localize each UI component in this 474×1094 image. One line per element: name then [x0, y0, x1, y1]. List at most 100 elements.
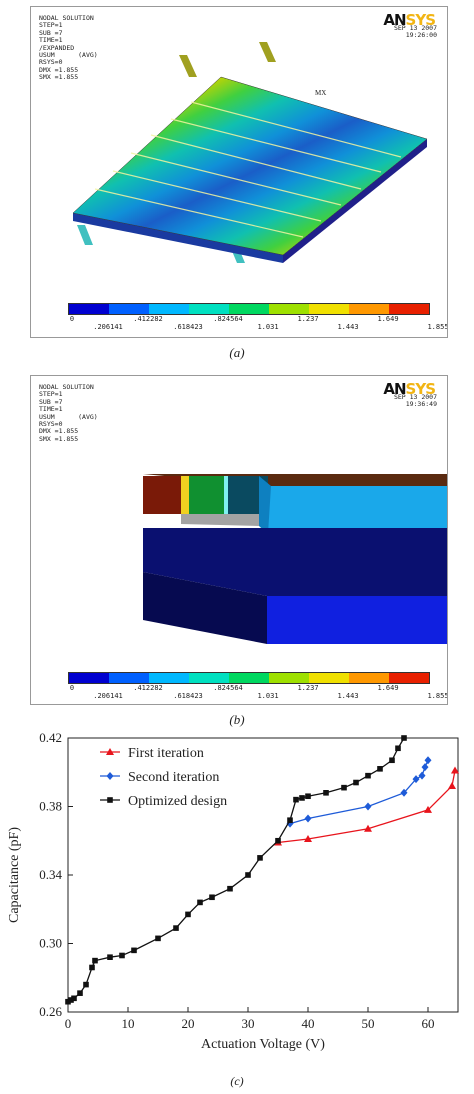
- legend-tick-label: .206141: [93, 323, 123, 331]
- legend-marker: [107, 797, 113, 803]
- data-point: [245, 872, 251, 878]
- legend-entry: First iteration: [128, 746, 204, 761]
- membrane-cyan-band: [224, 476, 228, 514]
- info-line: USUM (AVG): [39, 412, 98, 421]
- time-a: 19:26:00: [405, 31, 437, 40]
- x-tick-label: 20: [182, 1016, 195, 1031]
- legend-tick-label: .824564: [213, 315, 243, 323]
- legend-swatch: [269, 673, 309, 683]
- date-a: SEP 13 2007: [393, 24, 437, 32]
- legend-tick-label: 1.649: [377, 684, 399, 692]
- chart-axes: 0 10 20 30 40 50 60 0.26 0.30 0.34 0.38 0.42 Actuati…: [7, 730, 459, 1052]
- chart-legend: First iteration Second iteration Optimized…: [100, 746, 227, 809]
- ansys-logo-b: ANSYS: [383, 380, 436, 398]
- legend-tick-label: 1.237: [297, 315, 319, 323]
- legend-tick-label: .412282: [133, 315, 163, 323]
- data-point: [412, 775, 420, 784]
- legend-tick-label: 1.031: [257, 692, 279, 700]
- info-line: RSYS=0: [39, 58, 63, 67]
- x-axis-title: Actuation Voltage (V): [201, 1037, 325, 1052]
- legend-swatch: [69, 673, 109, 683]
- y-tick-label: 0.42: [39, 730, 62, 745]
- time-b: 19:36:49: [405, 400, 437, 409]
- mx-marker: MX: [315, 89, 326, 97]
- figure-panel-b: NODAL SOLUTION STEP=1 SUB =7 TIME=1 USUM (AV…: [30, 375, 448, 705]
- legend-tick-label: 1.855: [427, 323, 448, 331]
- deformed-plate-model: MX: [72, 42, 428, 263]
- air-gap: [181, 514, 259, 526]
- legend-tick-label: 1.649: [377, 315, 399, 323]
- legend-swatch: [349, 673, 389, 683]
- info-line: SUB =7: [39, 397, 63, 406]
- legend-swatch: [149, 304, 189, 314]
- legend-tick-label: 1.237: [297, 684, 319, 692]
- contour-ticks-b: 0 .412282 .824564 1.237 1.649 .206141 .618423 1…: [61, 684, 447, 702]
- date-b: SEP 13 2007: [393, 393, 437, 401]
- plate-top-surface: [72, 76, 428, 256]
- data-point: [418, 771, 426, 780]
- legend-entry: Optimized design: [128, 794, 227, 809]
- capacitance-chart: 0 10 20 30 40 50 60 0.26 0.30 0.34 0.38 0.42 Actuati…: [7, 730, 459, 1052]
- info-line: USUM (AVG): [39, 51, 98, 60]
- legend-swatch: [189, 673, 229, 683]
- contour-ticks-a: 0 .412282 .824564 1.237 1.649 .206141 .618423 1…: [61, 315, 447, 333]
- x-tick-label: 60: [422, 1016, 435, 1031]
- info-line: STEP=1: [39, 390, 63, 399]
- data-point: [400, 788, 408, 797]
- data-point: [119, 952, 125, 959]
- legend-swatch: [309, 673, 349, 683]
- info-line: NODAL SOLUTION: [39, 383, 94, 391]
- timestamp-b: SEP 13 2007 19:36:49: [393, 393, 437, 409]
- ansys-logo-a: ANSYS: [383, 11, 436, 29]
- legend-swatch: [389, 304, 429, 314]
- info-line: TIME=1: [39, 36, 63, 45]
- solution-info-a: NODAL SOLUTION STEP=1 SUB =7 TIME=1/EXPANDE…: [39, 14, 98, 82]
- data-point: [107, 954, 113, 960]
- data-point: [275, 837, 281, 844]
- caption-a: (a): [229, 345, 245, 360]
- data-point: [155, 935, 161, 942]
- figure-panel-a: NODAL SOLUTION STEP=1 SUB =7 TIME=1/EXPANDE…: [30, 6, 448, 338]
- data-point: [83, 981, 89, 988]
- legend-swatch: [189, 304, 229, 314]
- legend-entry: Second iteration: [128, 770, 219, 785]
- x-tick-label: 0: [65, 1016, 72, 1031]
- x-tick-label: 30: [242, 1016, 255, 1031]
- legend-tick-label: 1.855: [427, 692, 448, 700]
- y-tick-label: 0.38: [39, 799, 62, 814]
- substrate-top: [143, 528, 447, 596]
- legend-tick-label: .618423: [173, 323, 203, 331]
- caption-c: (c): [230, 1074, 244, 1088]
- data-point: [209, 894, 215, 901]
- x-tick-label: 40: [302, 1016, 315, 1031]
- data-point: [131, 947, 137, 954]
- data-point: [304, 814, 312, 823]
- legend-swatch: [389, 673, 429, 683]
- info-line: TIME=1: [39, 405, 63, 414]
- info-line: /EXPANDED: [39, 43, 75, 52]
- y-tick-label: 0.30: [39, 936, 62, 951]
- data-point: [173, 925, 179, 931]
- legend-tick-label: .412282: [133, 684, 163, 692]
- contour-legend-b: [68, 672, 430, 684]
- y-axis-title: Capacitance (pF): [7, 827, 22, 923]
- data-point: [364, 802, 372, 811]
- data-point: [89, 964, 95, 971]
- data-point: [227, 885, 233, 892]
- support-beam-top-left: [179, 55, 197, 77]
- info-line: SMX =1.855: [39, 73, 79, 82]
- data-point: [365, 772, 371, 779]
- contour-legend-a: [68, 303, 430, 315]
- legend-tick-label: 1.443: [337, 323, 359, 331]
- data-point: [401, 735, 407, 741]
- legend-swatch: [69, 304, 109, 314]
- data-point: [293, 796, 299, 803]
- data-point: [341, 784, 347, 791]
- data-point: [257, 855, 263, 861]
- data-point: [353, 779, 359, 786]
- support-beam-bottom-left: [77, 225, 93, 245]
- data-point: [68, 997, 74, 1003]
- legend-swatch: [229, 673, 269, 683]
- data-point: [421, 763, 429, 772]
- substrate-side: [143, 572, 267, 644]
